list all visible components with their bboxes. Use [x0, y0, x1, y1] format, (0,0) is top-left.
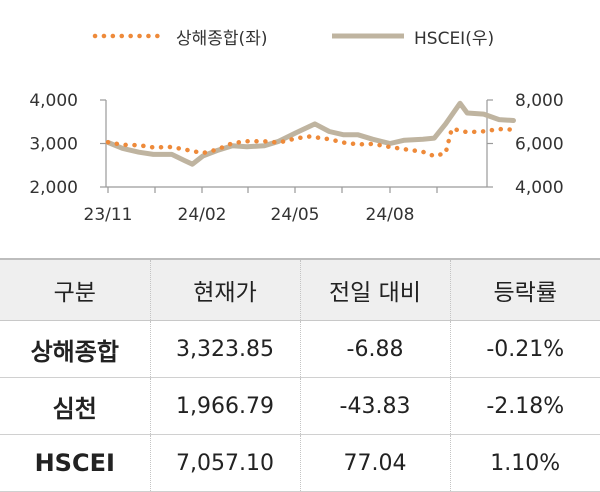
header-change: 전일 대비 — [299, 258, 450, 321]
row-change: 77.04 — [299, 434, 450, 492]
series-line-hscei — [105, 100, 516, 167]
x-tick-label: 24/05 — [271, 205, 320, 225]
y-right-tick-label: 4,000 — [515, 178, 564, 198]
header-change-rate: 등락률 — [449, 258, 600, 321]
x-tick-label: 24/02 — [178, 205, 227, 225]
row-price: 3,323.85 — [149, 320, 300, 378]
header-category: 구분 — [0, 258, 150, 321]
legend-swatch-solid — [332, 33, 404, 39]
legend-item-shanghai: 상해종합(좌) — [92, 20, 267, 52]
row-price: 1,966.79 — [149, 377, 300, 435]
row-rate: -0.21% — [449, 320, 600, 378]
quote-table: 구분 현재가 전일 대비 등락률 상해종합 3,323.85 -6.88 -0.… — [0, 258, 600, 492]
y-left-tick-label: 2,000 — [29, 178, 78, 198]
y-right-tick-label: 8,000 — [515, 91, 564, 111]
table-row: 상해종합 3,323.85 -6.88 -0.21% — [0, 320, 600, 378]
legend-item-hscei: HSCEI(우) — [330, 20, 494, 52]
chart-legend: 상해종합(좌) HSCEI(우) — [0, 20, 600, 52]
row-rate: 1.10% — [449, 434, 600, 492]
legend-swatch-dotted — [92, 33, 168, 39]
table-header-row: 구분 현재가 전일 대비 등락률 — [0, 258, 600, 321]
row-change: -43.83 — [299, 377, 450, 435]
row-rate: -2.18% — [449, 377, 600, 435]
row-name: 심천 — [0, 377, 150, 435]
y-right-tick-label: 6,000 — [515, 135, 564, 155]
legend-label-hscei: HSCEI(우) — [414, 28, 495, 49]
row-name: HSCEI — [0, 434, 150, 492]
row-name: 상해종합 — [0, 320, 150, 378]
row-change: -6.88 — [299, 320, 450, 378]
x-tick-label: 23/11 — [84, 205, 133, 225]
row-price: 7,057.10 — [149, 434, 300, 492]
series-line-shanghai — [105, 126, 516, 159]
y-left-tick-label: 3,000 — [29, 135, 78, 155]
x-tick-label: 24/08 — [366, 205, 415, 225]
line-chart: 2,000 3,000 4,000 4,000 6,000 8,000 23/11 24/02… — [29, 91, 564, 225]
table-row: 심천 1,966.79 -43.83 -2.18% — [0, 377, 600, 435]
header-current-price: 현재가 — [149, 258, 300, 321]
legend-label-shanghai: 상해종합(좌) — [176, 28, 268, 49]
table-row: HSCEI 7,057.10 77.04 1.10% — [0, 434, 600, 492]
y-left-tick-label: 4,000 — [29, 91, 78, 111]
